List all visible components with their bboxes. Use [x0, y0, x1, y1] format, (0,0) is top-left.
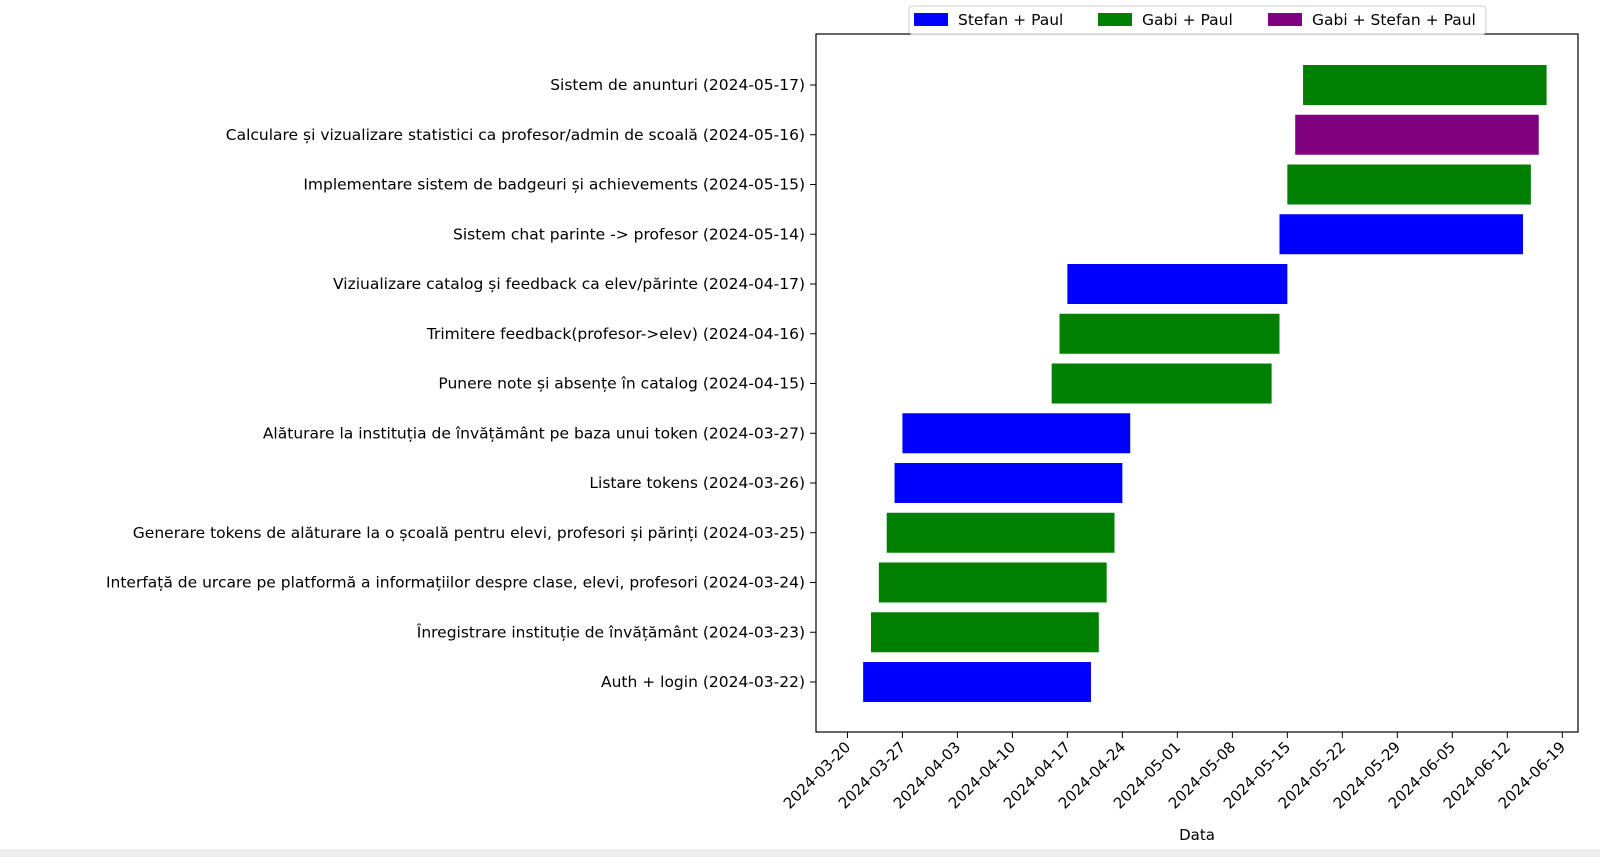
- bottom-strip: [0, 849, 1600, 857]
- y-tick-label: Viziualizare catalog și feedback ca elev…: [333, 275, 805, 293]
- y-tick-label: Sistem chat parinte -> profesor (2024-05…: [453, 225, 805, 243]
- y-tick-label: Sistem de anunturi (2024-05-17): [550, 76, 805, 94]
- task-bar: [1067, 264, 1288, 304]
- x-axis-label: Data: [1179, 826, 1215, 844]
- task-bar: [870, 612, 1099, 653]
- legend-label: Gabi + Paul: [1142, 11, 1233, 29]
- legend: Stefan + Paul Gabi + Paul Gabi + Stefan + …: [908, 5, 1487, 35]
- y-tick-label: Alăturare la instituția de învățământ pe…: [263, 424, 805, 442]
- y-tick-label: Calculare și vizualizare statistici ca p…: [226, 126, 805, 144]
- y-tick-label: Implementare sistem de badgeuri și achie…: [303, 176, 805, 194]
- task-bar: [886, 512, 1115, 553]
- y-tick-label: Auth + login (2024-03-22): [601, 673, 805, 691]
- task-bar: [1059, 313, 1280, 354]
- y-tick-label: Punere note și absențe în catalog (2024-…: [438, 375, 805, 393]
- task-bar: [894, 463, 1123, 503]
- legend-swatch: [914, 13, 948, 26]
- legend-label: Stefan + Paul: [958, 11, 1063, 29]
- bars-layer: [863, 65, 1547, 702]
- task-bar: [1303, 65, 1547, 105]
- y-tick-label: Interfață de urcare pe platformă a infor…: [106, 574, 805, 592]
- task-bar: [878, 562, 1107, 603]
- legend-label: Gabi + Stefan + Paul: [1312, 11, 1476, 29]
- task-bar: [902, 413, 1131, 454]
- y-tick-label: Înregistrare instituție de învățământ (2…: [416, 622, 805, 641]
- legend-swatch: [1268, 13, 1302, 26]
- task-bar: [863, 662, 1091, 702]
- task-bar: [1287, 164, 1531, 205]
- y-tick-label: Trimitere feedback(profesor->elev) (2024…: [426, 325, 805, 343]
- y-tick-labels: Auth + login (2024-03-22) Înregistrare in…: [106, 76, 816, 691]
- task-bar: [1279, 214, 1524, 255]
- y-tick-label: Generare tokens de alăturare la o școală…: [133, 524, 805, 542]
- legend-swatch: [1098, 13, 1132, 26]
- task-bar: [1295, 114, 1539, 155]
- y-tick-label: Listare tokens (2024-03-26): [589, 474, 805, 492]
- x-ticks: 2024-03-202024-03-272024-04-032024-04-10…: [780, 732, 1569, 812]
- task-bar: [1051, 363, 1272, 404]
- legend-box: [908, 5, 1487, 35]
